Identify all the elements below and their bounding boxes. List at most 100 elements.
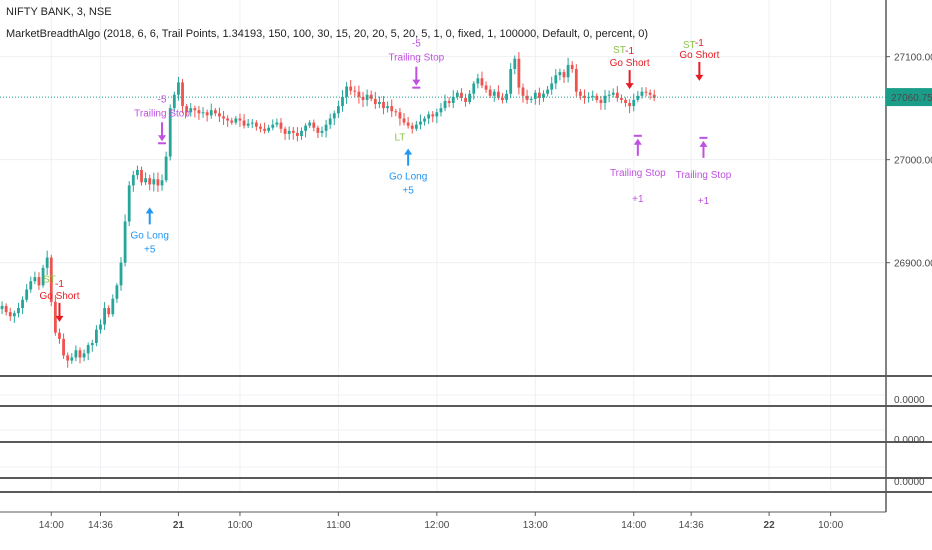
signal-qty: -1 bbox=[695, 38, 704, 49]
candle-body bbox=[509, 69, 513, 94]
candle-body bbox=[291, 130, 295, 133]
signal-qty: -5 bbox=[158, 94, 167, 105]
y-tick-label: 26900.00 bbox=[894, 259, 932, 270]
candle-body bbox=[99, 324, 102, 330]
candle-body bbox=[123, 221, 127, 263]
candle-body bbox=[435, 112, 439, 117]
candle-body bbox=[0, 305, 4, 310]
candle-body bbox=[632, 99, 636, 107]
indicator-title[interactable]: MarketBreadthAlgo (2018, 6, 6, Trail Poi… bbox=[6, 28, 649, 40]
candle-body bbox=[246, 123, 250, 126]
candle-body bbox=[82, 353, 86, 358]
candle-body bbox=[250, 122, 254, 124]
candle-body bbox=[181, 82, 184, 107]
candle-body bbox=[205, 112, 209, 116]
candle-body bbox=[419, 121, 422, 125]
y-tick-label: 27000.00 bbox=[894, 156, 932, 167]
candle-body bbox=[263, 128, 266, 131]
signal-qty: +5 bbox=[402, 186, 414, 197]
candle-body bbox=[316, 127, 320, 133]
signal-label: Go Short bbox=[610, 58, 650, 69]
candle-body bbox=[4, 305, 8, 313]
candle-body bbox=[447, 100, 451, 104]
x-tick-label: 22 bbox=[764, 520, 776, 531]
candle-body bbox=[345, 86, 349, 97]
candle-body bbox=[103, 308, 106, 325]
signal-arrow-head bbox=[145, 207, 154, 214]
candle-body bbox=[501, 97, 504, 100]
candle-body bbox=[484, 85, 488, 90]
candle-body bbox=[390, 106, 394, 112]
candle-body bbox=[652, 94, 656, 98]
candle-body bbox=[521, 87, 525, 96]
pane-value-label: 0.0000 bbox=[894, 395, 925, 406]
candle-body bbox=[17, 308, 20, 314]
candle-body bbox=[259, 126, 262, 129]
candle-body bbox=[168, 108, 172, 157]
x-tick-label: 11:00 bbox=[326, 520, 351, 531]
candle-body bbox=[287, 130, 291, 134]
candle-body bbox=[599, 99, 603, 104]
candle-body bbox=[570, 64, 574, 70]
symbol-title: NIFTY BANK, 3, NSE bbox=[6, 6, 112, 18]
candle-body bbox=[152, 179, 156, 185]
candle-body bbox=[431, 114, 435, 117]
candle-body bbox=[94, 329, 98, 344]
candle-body bbox=[369, 94, 373, 99]
candle-body bbox=[386, 106, 390, 109]
current-price-label: 27060.75 bbox=[891, 93, 932, 104]
signal-qty: +1 bbox=[698, 196, 710, 207]
signal-label: Go Short bbox=[39, 291, 79, 302]
candle-body bbox=[378, 101, 381, 105]
signal-label: Trailing Stop bbox=[134, 108, 190, 119]
candle-body bbox=[496, 91, 500, 98]
x-tick-label: 14:36 bbox=[679, 520, 704, 531]
candle-body bbox=[480, 78, 484, 86]
candle-body bbox=[410, 125, 414, 129]
candle-body bbox=[218, 113, 221, 117]
candle-body bbox=[275, 122, 279, 125]
candle-body bbox=[460, 92, 463, 98]
candle-body bbox=[21, 299, 24, 309]
signal-label: Trailing Stop bbox=[388, 53, 444, 64]
candle-body bbox=[636, 95, 640, 100]
x-tick-label: 10:00 bbox=[818, 520, 843, 531]
candle-body bbox=[603, 95, 607, 104]
candle-body bbox=[148, 178, 152, 185]
candle-body bbox=[74, 350, 78, 358]
candle-body bbox=[312, 122, 316, 128]
candle-body bbox=[476, 78, 480, 84]
candle-body bbox=[209, 110, 213, 116]
x-tick-label: 14:00 bbox=[621, 520, 646, 531]
candle-body bbox=[295, 132, 299, 136]
candle-body bbox=[12, 313, 16, 317]
candle-body bbox=[185, 106, 189, 113]
candle-body bbox=[8, 312, 12, 317]
candle-body bbox=[533, 92, 537, 99]
candle-body bbox=[234, 118, 238, 123]
candle-body bbox=[271, 124, 275, 128]
candle-body bbox=[492, 91, 496, 96]
candle-body bbox=[341, 96, 344, 107]
signal-qty: +5 bbox=[144, 244, 156, 255]
candle-body bbox=[640, 91, 644, 96]
candle-body bbox=[365, 94, 369, 100]
candle-body bbox=[628, 103, 632, 107]
x-tick-label: 14:36 bbox=[88, 520, 113, 531]
candle-body bbox=[624, 99, 627, 104]
candle-body bbox=[66, 355, 70, 361]
candle-body bbox=[254, 122, 258, 127]
candle-body bbox=[300, 130, 303, 136]
x-tick-label: 10:00 bbox=[227, 520, 252, 531]
candle-body bbox=[62, 338, 65, 356]
candle-body bbox=[115, 285, 119, 299]
candle-body bbox=[172, 94, 176, 109]
candle-body bbox=[53, 301, 57, 333]
candle-body bbox=[328, 118, 332, 125]
candle-body bbox=[283, 128, 287, 134]
candle-body bbox=[505, 93, 508, 100]
candle-body bbox=[414, 124, 418, 129]
candle-body bbox=[222, 116, 225, 119]
candle-body bbox=[107, 308, 111, 315]
